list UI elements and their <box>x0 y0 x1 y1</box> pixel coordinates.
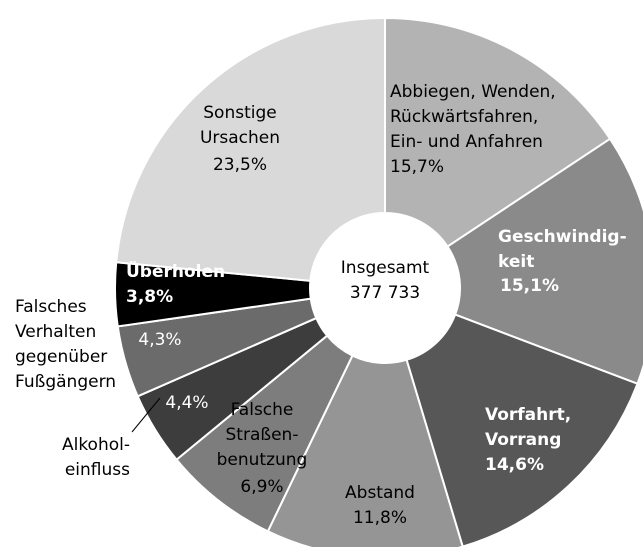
donut-segment <box>115 16 386 282</box>
segment-label: Alkohol- <box>62 435 130 455</box>
segment-label: Überholen <box>126 260 225 282</box>
donut-segment <box>384 16 612 248</box>
segment-label: Falsches <box>15 297 87 317</box>
segment-label: benutzung <box>217 450 308 470</box>
segment-label: Falsche <box>231 400 294 420</box>
value-label: 14,6% <box>485 455 544 475</box>
segment-label: Ein- und Anfahren <box>390 132 543 152</box>
value-label: 4,4% <box>165 393 208 413</box>
value-label: 23,5% <box>213 155 267 175</box>
segment-label: Sonstige <box>203 103 276 123</box>
segment-label: Abstand <box>345 483 415 503</box>
value-label: 4,3% <box>138 330 181 350</box>
center-label: 377 733 <box>350 283 420 303</box>
value-label: 11,8% <box>353 508 407 528</box>
segment-label: Vorfahrt, <box>485 405 571 425</box>
value-label: 15,7% <box>390 157 444 177</box>
segment-label: gegenüber <box>15 347 107 367</box>
leader-line <box>131 397 161 433</box>
donut-segment <box>266 354 464 547</box>
donut-segment <box>405 313 639 547</box>
segment-label: Ursachen <box>200 128 280 148</box>
segment-label: einfluss <box>65 460 130 480</box>
segment-label: keit <box>498 252 534 272</box>
segment-label: Rückwärtsfahren, <box>390 107 538 127</box>
segment-label: Verhalten <box>15 322 96 342</box>
value-label: 6,9% <box>240 477 283 497</box>
value-label: 15,1% <box>500 276 559 296</box>
donut-segment <box>446 137 643 386</box>
segment-label: Fußgängern <box>15 372 116 392</box>
value-label: 3,8% <box>126 287 173 307</box>
segment-label: Vorrang <box>485 430 561 450</box>
segment-label: Geschwindig- <box>498 227 627 247</box>
segment-label: Abbiegen, Wenden, <box>390 82 556 102</box>
center-label: Insgesamt <box>341 258 430 278</box>
segment-label: Straßen- <box>226 425 299 445</box>
